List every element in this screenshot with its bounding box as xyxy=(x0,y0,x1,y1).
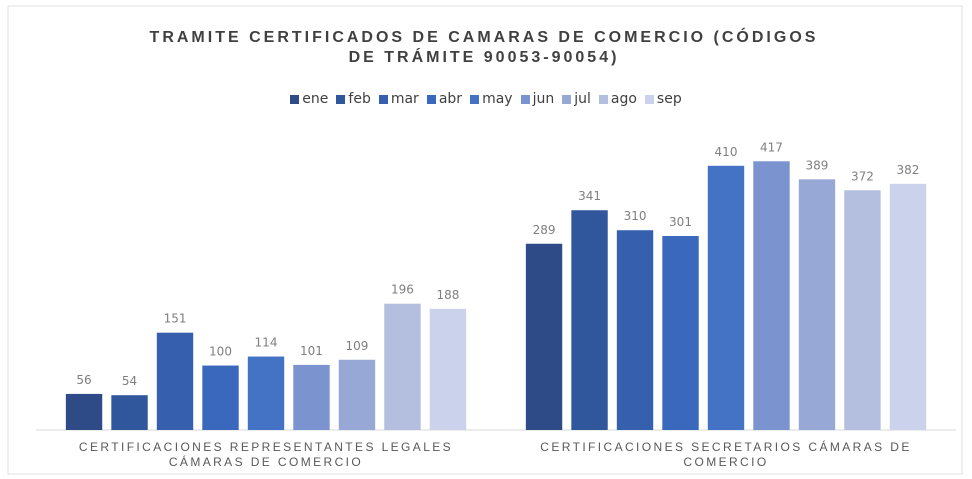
bar xyxy=(753,161,790,430)
bar xyxy=(844,190,881,430)
legend-swatch xyxy=(378,94,388,104)
legend-swatch xyxy=(336,94,346,104)
data-label: 196 xyxy=(391,283,414,297)
legend-item: ene xyxy=(290,91,328,107)
data-label: 114 xyxy=(255,336,278,350)
bar xyxy=(111,395,148,430)
legend-label: ago xyxy=(610,91,637,107)
x-tick-label: CERTIFICACIONES REPRESENTANTES LEGALES C… xyxy=(78,440,454,469)
legend-swatch xyxy=(598,94,608,104)
data-label: 109 xyxy=(346,339,369,353)
legend-item: feb xyxy=(336,91,371,107)
legend-swatch xyxy=(644,94,654,104)
legend-item: mar xyxy=(378,91,419,107)
legend-swatch xyxy=(520,94,530,104)
legend-label: sep xyxy=(656,91,682,107)
legend-label: jul xyxy=(574,91,591,107)
legend-item: sep xyxy=(644,91,682,107)
legend-label: feb xyxy=(348,91,371,107)
x-tick-label: CERTIFICACIONES SECRETARIOS CÁMARAS DE C… xyxy=(540,440,912,469)
bar xyxy=(156,332,194,430)
chart-title: TRAMITE CERTIFICADOS DE CAMARAS DE COMER… xyxy=(149,29,819,66)
data-label: 341 xyxy=(578,189,601,203)
data-label: 372 xyxy=(851,169,874,183)
bar xyxy=(247,356,285,430)
data-label: 301 xyxy=(669,215,692,229)
bar xyxy=(707,165,745,430)
data-label: 410 xyxy=(715,145,738,159)
legend-swatch xyxy=(426,94,436,104)
data-label: 101 xyxy=(300,344,323,358)
data-label: 389 xyxy=(806,158,829,172)
bar xyxy=(525,243,563,430)
bar xyxy=(616,230,654,430)
bar xyxy=(202,365,239,430)
data-label: 382 xyxy=(897,163,920,177)
data-label: 310 xyxy=(624,209,647,223)
legend-label: may xyxy=(482,91,513,107)
legend-item: may xyxy=(470,91,513,107)
bar xyxy=(662,236,699,430)
data-label: 289 xyxy=(533,223,556,237)
legend-item: ago xyxy=(598,91,637,107)
bar xyxy=(384,303,421,430)
data-label: 151 xyxy=(164,312,187,326)
data-label: 100 xyxy=(209,345,232,359)
data-label: 54 xyxy=(122,374,137,388)
bar xyxy=(338,359,376,430)
bar xyxy=(798,179,836,430)
data-label: 417 xyxy=(760,140,783,154)
legend-swatch xyxy=(470,94,480,104)
legend-item: abr xyxy=(426,91,463,107)
bar xyxy=(571,210,608,430)
bar xyxy=(293,364,330,430)
legend-item: jul xyxy=(562,91,591,107)
bar xyxy=(889,183,927,430)
legend-item: jun xyxy=(520,91,555,107)
data-label: 188 xyxy=(437,288,460,302)
bar xyxy=(429,308,467,430)
data-label: 56 xyxy=(76,373,91,387)
legend-swatch xyxy=(562,94,572,104)
legend-label: jun xyxy=(532,91,555,107)
legend-label: mar xyxy=(390,91,419,107)
bar xyxy=(65,393,103,430)
legend-label: ene xyxy=(302,91,329,107)
legend: ene feb mar abr may jun jul ago sep xyxy=(0,91,972,107)
legend-swatch xyxy=(290,94,300,104)
legend-label: abr xyxy=(438,91,463,107)
